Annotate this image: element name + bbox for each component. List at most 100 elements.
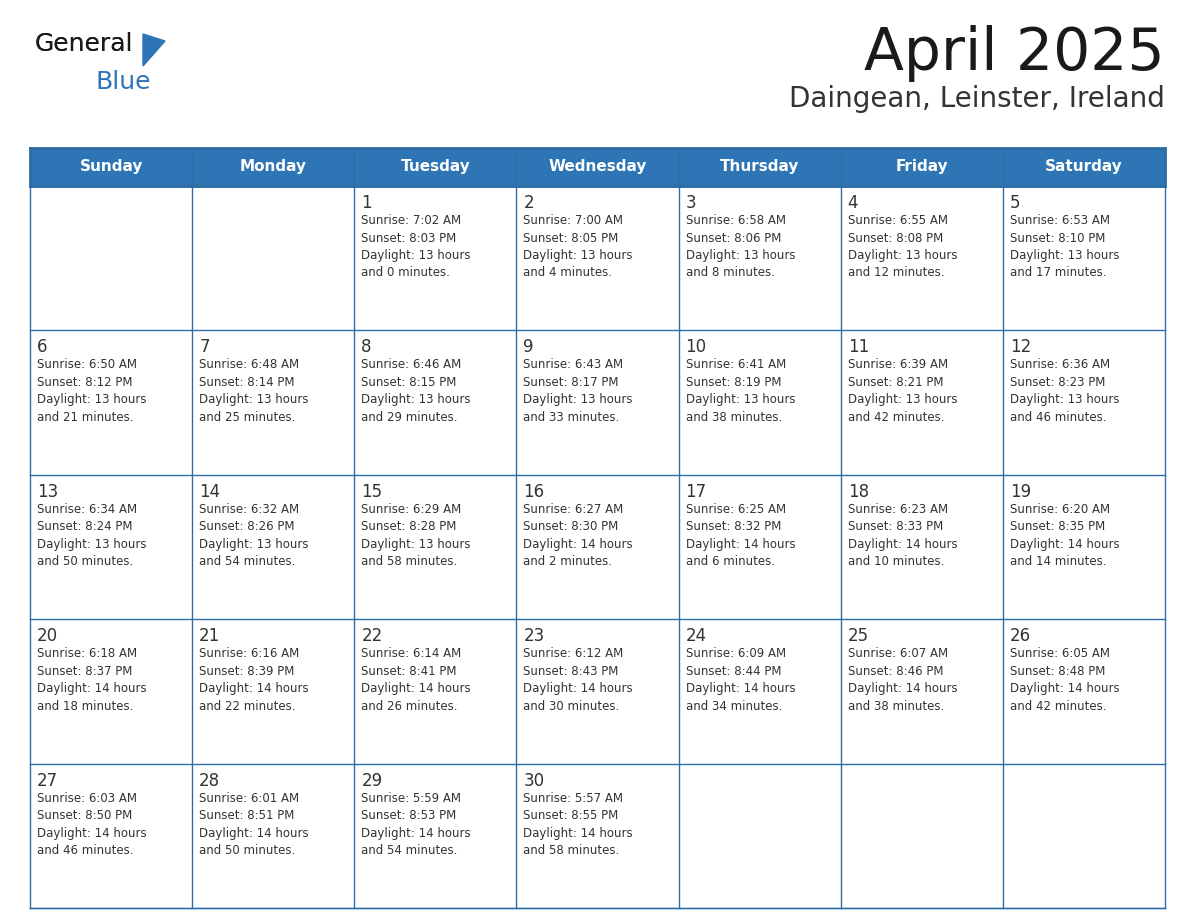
- Text: 17: 17: [685, 483, 707, 501]
- Text: Sunrise: 6:48 AM
Sunset: 8:14 PM
Daylight: 13 hours
and 25 minutes.: Sunrise: 6:48 AM Sunset: 8:14 PM Dayligh…: [200, 358, 309, 424]
- Text: April 2025: April 2025: [865, 25, 1165, 82]
- Text: Sunrise: 6:18 AM
Sunset: 8:37 PM
Daylight: 14 hours
and 18 minutes.: Sunrise: 6:18 AM Sunset: 8:37 PM Dayligh…: [37, 647, 146, 712]
- Text: 29: 29: [361, 772, 383, 789]
- Text: Tuesday: Tuesday: [400, 160, 470, 174]
- Bar: [517, 475, 678, 620]
- Bar: [678, 330, 841, 475]
- Text: 27: 27: [37, 772, 58, 789]
- Text: 24: 24: [685, 627, 707, 645]
- Text: 19: 19: [1010, 483, 1031, 501]
- Bar: [1003, 764, 1165, 908]
- Text: Sunrise: 6:46 AM
Sunset: 8:15 PM
Daylight: 13 hours
and 29 minutes.: Sunrise: 6:46 AM Sunset: 8:15 PM Dayligh…: [361, 358, 470, 424]
- Text: 18: 18: [848, 483, 868, 501]
- Bar: [841, 620, 1003, 764]
- Bar: [517, 330, 678, 475]
- Text: Monday: Monday: [240, 160, 307, 174]
- Bar: [678, 764, 841, 908]
- Text: 22: 22: [361, 627, 383, 645]
- Bar: [517, 764, 678, 908]
- Text: Sunrise: 7:02 AM
Sunset: 8:03 PM
Daylight: 13 hours
and 0 minutes.: Sunrise: 7:02 AM Sunset: 8:03 PM Dayligh…: [361, 214, 470, 279]
- Bar: [517, 620, 678, 764]
- Text: 28: 28: [200, 772, 220, 789]
- Text: Sunrise: 5:57 AM
Sunset: 8:55 PM
Daylight: 14 hours
and 58 minutes.: Sunrise: 5:57 AM Sunset: 8:55 PM Dayligh…: [524, 791, 633, 857]
- Text: 15: 15: [361, 483, 383, 501]
- Bar: [354, 620, 517, 764]
- Text: 16: 16: [524, 483, 544, 501]
- Bar: [1003, 330, 1165, 475]
- Text: 12: 12: [1010, 339, 1031, 356]
- Text: Sunrise: 6:39 AM
Sunset: 8:21 PM
Daylight: 13 hours
and 42 minutes.: Sunrise: 6:39 AM Sunset: 8:21 PM Dayligh…: [848, 358, 958, 424]
- Text: 7: 7: [200, 339, 209, 356]
- Text: 20: 20: [37, 627, 58, 645]
- Bar: [354, 764, 517, 908]
- Text: 2: 2: [524, 194, 535, 212]
- Bar: [841, 764, 1003, 908]
- Text: 8: 8: [361, 339, 372, 356]
- Text: 23: 23: [524, 627, 544, 645]
- Bar: [841, 330, 1003, 475]
- Bar: [678, 620, 841, 764]
- Text: Sunrise: 6:50 AM
Sunset: 8:12 PM
Daylight: 13 hours
and 21 minutes.: Sunrise: 6:50 AM Sunset: 8:12 PM Dayligh…: [37, 358, 146, 424]
- Text: Sunrise: 6:36 AM
Sunset: 8:23 PM
Daylight: 13 hours
and 46 minutes.: Sunrise: 6:36 AM Sunset: 8:23 PM Dayligh…: [1010, 358, 1119, 424]
- Bar: [192, 764, 354, 908]
- Text: Sunrise: 6:05 AM
Sunset: 8:48 PM
Daylight: 14 hours
and 42 minutes.: Sunrise: 6:05 AM Sunset: 8:48 PM Dayligh…: [1010, 647, 1119, 712]
- Text: Sunrise: 6:20 AM
Sunset: 8:35 PM
Daylight: 14 hours
and 14 minutes.: Sunrise: 6:20 AM Sunset: 8:35 PM Dayligh…: [1010, 503, 1119, 568]
- Bar: [517, 186, 678, 330]
- Text: 4: 4: [848, 194, 858, 212]
- Bar: [1003, 620, 1165, 764]
- Bar: [841, 475, 1003, 620]
- Text: Sunrise: 6:34 AM
Sunset: 8:24 PM
Daylight: 13 hours
and 50 minutes.: Sunrise: 6:34 AM Sunset: 8:24 PM Dayligh…: [37, 503, 146, 568]
- Text: 9: 9: [524, 339, 533, 356]
- Text: Thursday: Thursday: [720, 160, 800, 174]
- Bar: [30, 764, 192, 908]
- Text: Sunrise: 6:16 AM
Sunset: 8:39 PM
Daylight: 14 hours
and 22 minutes.: Sunrise: 6:16 AM Sunset: 8:39 PM Dayligh…: [200, 647, 309, 712]
- Text: Daingean, Leinster, Ireland: Daingean, Leinster, Ireland: [789, 85, 1165, 113]
- Text: 11: 11: [848, 339, 868, 356]
- Text: Sunrise: 6:55 AM
Sunset: 8:08 PM
Daylight: 13 hours
and 12 minutes.: Sunrise: 6:55 AM Sunset: 8:08 PM Dayligh…: [848, 214, 958, 279]
- Text: Sunrise: 5:59 AM
Sunset: 8:53 PM
Daylight: 14 hours
and 54 minutes.: Sunrise: 5:59 AM Sunset: 8:53 PM Dayligh…: [361, 791, 470, 857]
- Text: 25: 25: [848, 627, 868, 645]
- Text: General: General: [34, 32, 133, 56]
- Text: Sunrise: 7:00 AM
Sunset: 8:05 PM
Daylight: 13 hours
and 4 minutes.: Sunrise: 7:00 AM Sunset: 8:05 PM Dayligh…: [524, 214, 633, 279]
- Text: Sunrise: 6:07 AM
Sunset: 8:46 PM
Daylight: 14 hours
and 38 minutes.: Sunrise: 6:07 AM Sunset: 8:46 PM Dayligh…: [848, 647, 958, 712]
- Bar: [192, 186, 354, 330]
- Text: Blue: Blue: [95, 70, 151, 94]
- Polygon shape: [143, 34, 165, 66]
- Text: Sunrise: 6:27 AM
Sunset: 8:30 PM
Daylight: 14 hours
and 2 minutes.: Sunrise: 6:27 AM Sunset: 8:30 PM Dayligh…: [524, 503, 633, 568]
- Text: Sunrise: 6:03 AM
Sunset: 8:50 PM
Daylight: 14 hours
and 46 minutes.: Sunrise: 6:03 AM Sunset: 8:50 PM Dayligh…: [37, 791, 146, 857]
- Bar: [30, 330, 192, 475]
- Text: Sunrise: 6:25 AM
Sunset: 8:32 PM
Daylight: 14 hours
and 6 minutes.: Sunrise: 6:25 AM Sunset: 8:32 PM Dayligh…: [685, 503, 795, 568]
- Text: 26: 26: [1010, 627, 1031, 645]
- Bar: [841, 186, 1003, 330]
- Text: Sunrise: 6:41 AM
Sunset: 8:19 PM
Daylight: 13 hours
and 38 minutes.: Sunrise: 6:41 AM Sunset: 8:19 PM Dayligh…: [685, 358, 795, 424]
- Text: 1: 1: [361, 194, 372, 212]
- Text: Sunrise: 6:58 AM
Sunset: 8:06 PM
Daylight: 13 hours
and 8 minutes.: Sunrise: 6:58 AM Sunset: 8:06 PM Dayligh…: [685, 214, 795, 279]
- Text: 13: 13: [37, 483, 58, 501]
- Text: Sunrise: 6:12 AM
Sunset: 8:43 PM
Daylight: 14 hours
and 30 minutes.: Sunrise: 6:12 AM Sunset: 8:43 PM Dayligh…: [524, 647, 633, 712]
- Text: 14: 14: [200, 483, 220, 501]
- Text: Sunrise: 6:14 AM
Sunset: 8:41 PM
Daylight: 14 hours
and 26 minutes.: Sunrise: 6:14 AM Sunset: 8:41 PM Dayligh…: [361, 647, 470, 712]
- Bar: [354, 330, 517, 475]
- Bar: [30, 620, 192, 764]
- Bar: [30, 148, 1165, 186]
- Bar: [678, 186, 841, 330]
- Text: Sunrise: 6:43 AM
Sunset: 8:17 PM
Daylight: 13 hours
and 33 minutes.: Sunrise: 6:43 AM Sunset: 8:17 PM Dayligh…: [524, 358, 633, 424]
- Bar: [1003, 186, 1165, 330]
- Text: 6: 6: [37, 339, 48, 356]
- Text: General: General: [34, 32, 133, 56]
- Text: Sunrise: 6:01 AM
Sunset: 8:51 PM
Daylight: 14 hours
and 50 minutes.: Sunrise: 6:01 AM Sunset: 8:51 PM Dayligh…: [200, 791, 309, 857]
- Text: 30: 30: [524, 772, 544, 789]
- Text: Sunrise: 6:09 AM
Sunset: 8:44 PM
Daylight: 14 hours
and 34 minutes.: Sunrise: 6:09 AM Sunset: 8:44 PM Dayligh…: [685, 647, 795, 712]
- Bar: [30, 475, 192, 620]
- Bar: [192, 620, 354, 764]
- Text: 5: 5: [1010, 194, 1020, 212]
- Bar: [30, 186, 192, 330]
- Text: Wednesday: Wednesday: [549, 160, 646, 174]
- Bar: [678, 475, 841, 620]
- Text: 3: 3: [685, 194, 696, 212]
- Bar: [192, 475, 354, 620]
- Text: 21: 21: [200, 627, 221, 645]
- Text: Sunrise: 6:32 AM
Sunset: 8:26 PM
Daylight: 13 hours
and 54 minutes.: Sunrise: 6:32 AM Sunset: 8:26 PM Dayligh…: [200, 503, 309, 568]
- Text: Sunday: Sunday: [80, 160, 143, 174]
- Text: Sunrise: 6:53 AM
Sunset: 8:10 PM
Daylight: 13 hours
and 17 minutes.: Sunrise: 6:53 AM Sunset: 8:10 PM Dayligh…: [1010, 214, 1119, 279]
